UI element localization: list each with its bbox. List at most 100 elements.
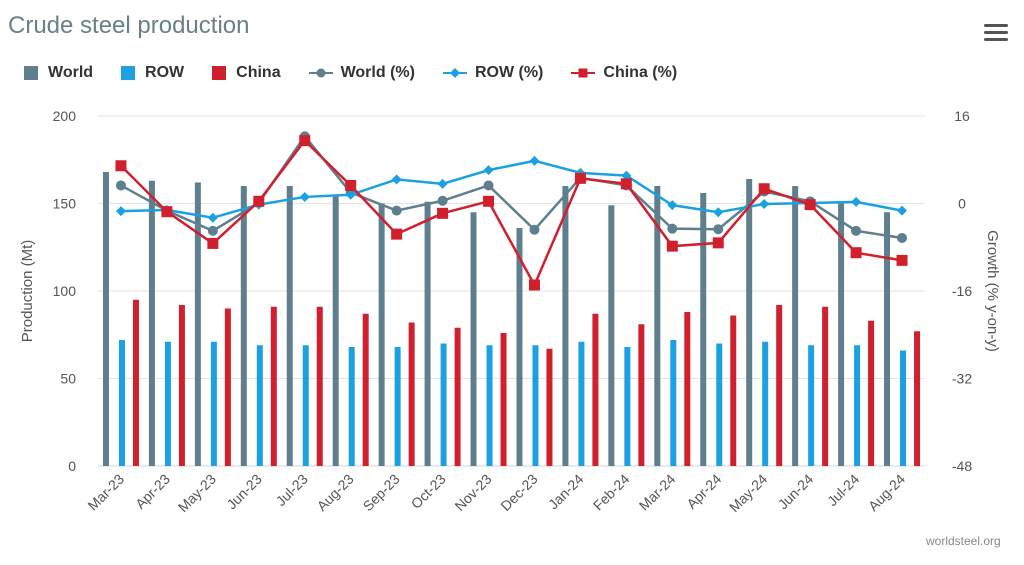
point-row-dec-23[interactable] (529, 155, 540, 166)
bar-row-aug-23[interactable] (348, 347, 355, 466)
bar-china-jul-24[interactable] (868, 320, 875, 466)
bar-china-apr-24[interactable] (730, 315, 737, 467)
point-china-jun-23[interactable] (253, 195, 265, 207)
bar-world-may-24[interactable] (746, 179, 753, 466)
point-row-jul-24[interactable] (851, 196, 862, 207)
point-row-sep-23[interactable] (391, 174, 402, 185)
point-china-sep-23[interactable] (391, 228, 403, 240)
bar-row-apr-24[interactable] (716, 343, 723, 467)
bar-world-aug-23[interactable] (332, 194, 339, 466)
point-china-aug-23[interactable] (345, 179, 357, 191)
bar-row-dec-23[interactable] (532, 345, 539, 466)
point-row-jul-23[interactable] (299, 191, 310, 202)
bar-china-jan-24[interactable] (592, 313, 599, 466)
point-china-may-24[interactable] (758, 183, 770, 195)
bar-world-jul-23[interactable] (286, 186, 293, 466)
point-row-nov-23[interactable] (483, 165, 494, 176)
bar-row-mar-23[interactable] (118, 340, 125, 466)
bar-china-jun-23[interactable] (270, 306, 277, 466)
legend-item-world[interactable]: World (%) (308, 64, 415, 82)
point-world-mar-23[interactable] (115, 180, 126, 191)
bar-china-apr-23[interactable] (178, 305, 185, 466)
bar-world-jun-23[interactable] (240, 186, 247, 466)
bar-row-may-24[interactable] (762, 341, 769, 466)
point-china-mar-23[interactable] (115, 160, 127, 172)
point-china-apr-24[interactable] (712, 237, 724, 249)
point-world-aug-24[interactable] (897, 232, 908, 243)
point-china-oct-23[interactable] (437, 207, 449, 219)
point-china-jan-24[interactable] (574, 172, 586, 184)
point-row-mar-23[interactable] (115, 206, 126, 217)
bar-world-jun-24[interactable] (792, 186, 799, 466)
bar-china-feb-24[interactable] (638, 324, 645, 466)
point-china-may-23[interactable] (207, 237, 219, 249)
point-row-aug-23[interactable] (345, 189, 356, 200)
point-china-mar-24[interactable] (666, 240, 678, 252)
point-world-jul-24[interactable] (851, 225, 862, 236)
legend-item-world[interactable]: World (24, 64, 93, 82)
point-world-mar-24[interactable] (667, 223, 678, 234)
bar-china-aug-23[interactable] (362, 313, 369, 466)
point-world-sep-23[interactable] (391, 205, 402, 216)
legend-item-row[interactable]: ROW (%) (442, 64, 543, 82)
bar-row-jul-24[interactable] (854, 345, 861, 466)
bar-row-sep-23[interactable] (394, 347, 401, 466)
point-world-dec-23[interactable] (529, 224, 540, 235)
bar-world-jan-24[interactable] (562, 186, 569, 466)
bar-world-aug-24[interactable] (884, 212, 891, 466)
bar-row-jun-23[interactable] (256, 345, 263, 466)
bar-world-mar-24[interactable] (654, 186, 661, 466)
bar-row-feb-24[interactable] (624, 347, 631, 466)
point-china-jul-24[interactable] (850, 247, 862, 259)
point-world-may-23[interactable] (207, 225, 218, 236)
bar-row-jul-23[interactable] (302, 345, 309, 466)
bar-china-sep-23[interactable] (408, 322, 415, 467)
bar-row-jun-24[interactable] (808, 345, 815, 466)
point-china-jun-24[interactable] (804, 199, 816, 211)
point-row-aug-24[interactable] (897, 205, 908, 216)
bar-china-may-24[interactable] (776, 305, 783, 466)
bar-china-nov-23[interactable] (500, 333, 507, 466)
legend-item-china[interactable]: China (%) (571, 64, 677, 82)
hamburger-menu-icon[interactable] (984, 24, 1008, 42)
point-china-nov-23[interactable] (483, 195, 495, 207)
legend-item-china[interactable]: China (212, 64, 281, 82)
bar-china-mar-23[interactable] (132, 299, 139, 466)
point-world-nov-23[interactable] (483, 180, 494, 191)
bar-world-oct-23[interactable] (424, 201, 431, 466)
legend-item-row[interactable]: ROW (121, 64, 184, 82)
point-row-may-24[interactable] (759, 199, 770, 210)
bar-row-jan-24[interactable] (578, 341, 585, 466)
bar-china-oct-23[interactable] (454, 327, 461, 466)
bar-row-mar-24[interactable] (670, 340, 677, 466)
bar-china-jun-24[interactable] (822, 306, 829, 466)
bar-china-mar-24[interactable] (684, 312, 691, 466)
bar-world-nov-23[interactable] (470, 212, 477, 466)
bar-row-apr-23[interactable] (164, 341, 171, 466)
point-china-apr-23[interactable] (161, 206, 173, 218)
bar-china-jul-23[interactable] (316, 306, 323, 466)
point-world-oct-23[interactable] (437, 195, 448, 206)
point-world-apr-24[interactable] (713, 224, 724, 235)
bar-china-aug-24[interactable] (914, 331, 921, 466)
bar-world-jul-24[interactable] (838, 201, 845, 466)
point-row-oct-23[interactable] (437, 178, 448, 189)
bar-row-oct-23[interactable] (440, 343, 447, 467)
bar-world-sep-23[interactable] (378, 203, 385, 467)
bar-world-apr-23[interactable] (148, 180, 155, 466)
bar-world-mar-23[interactable] (102, 172, 109, 466)
bar-world-dec-23[interactable] (516, 228, 523, 466)
bar-row-may-23[interactable] (210, 341, 217, 466)
point-row-feb-24[interactable] (621, 170, 632, 181)
bar-row-nov-23[interactable] (486, 345, 493, 466)
point-china-aug-24[interactable] (896, 254, 908, 266)
bar-world-apr-24[interactable] (700, 193, 707, 466)
bar-china-may-23[interactable] (224, 308, 231, 467)
bar-world-feb-24[interactable] (608, 205, 615, 466)
point-row-mar-24[interactable] (667, 200, 678, 211)
point-china-jul-23[interactable] (299, 135, 311, 147)
point-row-apr-24[interactable] (713, 207, 724, 218)
bar-row-aug-24[interactable] (900, 350, 907, 467)
point-row-may-23[interactable] (207, 212, 218, 223)
point-china-dec-23[interactable] (528, 279, 540, 291)
